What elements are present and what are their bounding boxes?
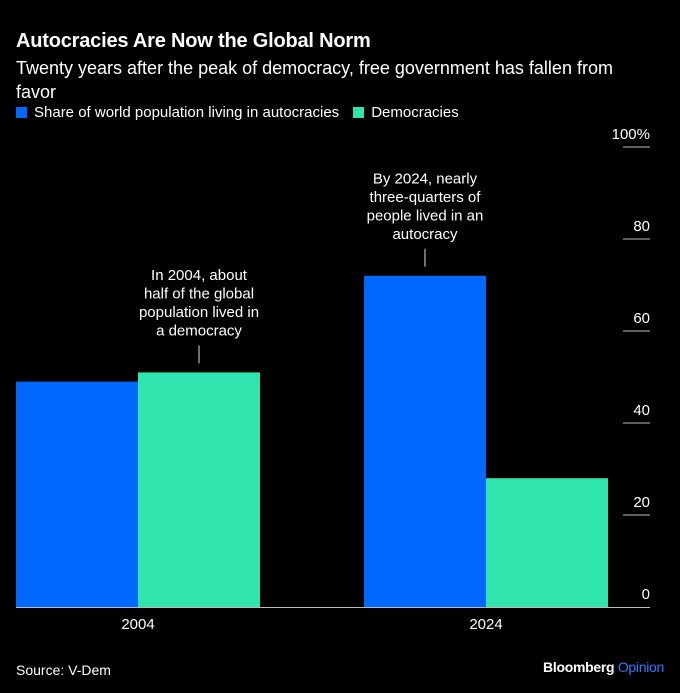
bar-2004-democracies [138, 372, 260, 607]
legend-swatch-democracies [353, 107, 365, 118]
brand-accent: Opinion [617, 659, 664, 675]
y-tick-label: 40 [633, 402, 650, 419]
annotation-text-line: By 2024, nearly [373, 170, 478, 187]
legend-item-democracies: Democracies [353, 104, 459, 121]
x-tick-label: 2024 [469, 616, 502, 633]
legend: Share of world population living in auto… [16, 104, 473, 121]
y-tick-label: 60 [633, 310, 650, 327]
annotation-text-line: a democracy [156, 322, 242, 339]
chart-subtitle: Twenty years after the peak of democracy… [16, 58, 613, 102]
annotation-text-line: In 2004, about [151, 267, 248, 284]
y-tick-label: 20 [633, 494, 650, 511]
legend-label-democracies: Democracies [371, 104, 459, 121]
annotation-text-line: population lived in [139, 304, 259, 321]
annotation-text-line: half of the global [144, 285, 254, 302]
y-tick-label: 80 [633, 218, 650, 235]
annotation-text-line: autocracy [392, 226, 458, 243]
annotation-text-line: three-quarters of [370, 189, 482, 206]
legend-swatch-autocracies [16, 107, 27, 118]
brand-logo: Bloomberg Opinion [543, 659, 664, 675]
legend-label-autocracies: Share of world population living in auto… [34, 104, 340, 121]
chart-title: Autocracies Are Now the Global Norm [16, 30, 371, 52]
annotation-text-line: people lived in an [367, 207, 484, 224]
brand-main: Bloomberg [543, 659, 615, 675]
bar-2024-democracies [486, 478, 608, 607]
y-tick-label: 0 [642, 586, 650, 603]
x-tick-label: 2004 [121, 616, 154, 633]
legend-item-autocracies: Share of world population living in auto… [16, 104, 339, 121]
source-note: Source: V-Dem [16, 662, 111, 678]
y-tick-label: 100% [612, 126, 650, 143]
bar-2004-autocracies [16, 381, 138, 607]
bar-2024-autocracies [364, 275, 486, 607]
